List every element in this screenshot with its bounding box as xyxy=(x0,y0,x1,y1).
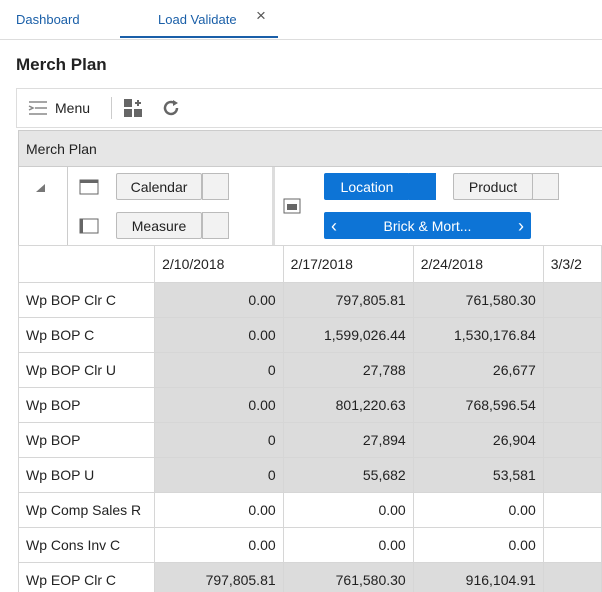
row-label: Wp BOP Clr C xyxy=(17,282,156,318)
cell: 27,894 xyxy=(282,422,414,458)
refresh-icon[interactable] xyxy=(161,98,181,118)
cell: 0.00 xyxy=(154,282,284,318)
tab-divider xyxy=(0,39,602,40)
cell: 761,580.30 xyxy=(412,282,544,318)
cell: 1,599,026.44 xyxy=(282,317,414,353)
page-icon xyxy=(283,198,301,214)
cell: 0 xyxy=(154,352,284,388)
cell xyxy=(542,317,602,353)
row: Wp EOP Clr C 797,805.81 761,580.30 916,104.… xyxy=(17,562,602,592)
data-table: 2/10/2018 2/17/2018 2/24/2018 3/3/2 Wp BOP C… xyxy=(17,245,602,592)
divider xyxy=(67,167,68,245)
collapse-icon[interactable] xyxy=(35,183,47,193)
cell: 916,104.91 xyxy=(412,562,544,592)
cell xyxy=(542,492,602,528)
row: Wp BOP 0.00 801,220.63 768,596.54 xyxy=(17,387,602,423)
cell: 768,596.54 xyxy=(412,387,544,423)
cell: 0.00 xyxy=(282,492,414,528)
cell: 0.00 xyxy=(154,387,284,423)
page-title: Merch Plan xyxy=(16,55,107,74)
cell: 0.00 xyxy=(154,527,284,563)
separator xyxy=(111,97,112,119)
location-button[interactable]: Location xyxy=(324,173,410,200)
column-header: 2/24/2018 xyxy=(412,245,544,283)
toolbar: Menu xyxy=(16,88,602,128)
prev-arrow[interactable]: ‹ xyxy=(331,216,337,236)
row: Wp Comp Sales R 0.00 0.00 0.00 xyxy=(17,492,602,528)
grid-icon[interactable] xyxy=(123,98,143,118)
row-label: Wp BOP xyxy=(17,387,156,423)
cell: 0.00 xyxy=(412,527,544,563)
cell: 53,581 xyxy=(412,457,544,493)
cell: 801,220.63 xyxy=(282,387,414,423)
row-label: Wp Cons Inv C xyxy=(17,527,156,563)
cell: 27,788 xyxy=(282,352,414,388)
cell: 0.00 xyxy=(412,492,544,528)
cell: 26,677 xyxy=(412,352,544,388)
edit-button[interactable] xyxy=(532,173,559,200)
measure-button[interactable]: Measure xyxy=(116,212,202,239)
row-label: Wp BOP xyxy=(17,422,156,458)
row: Wp BOP Clr C 0.00 797,805.81 761,580.30 xyxy=(17,282,602,318)
cell: 55,682 xyxy=(282,457,414,493)
cell: 797,805.81 xyxy=(282,282,414,318)
cell: 26,904 xyxy=(412,422,544,458)
menu-button[interactable]: Menu xyxy=(55,100,91,116)
cell xyxy=(542,422,602,458)
calendar-button[interactable]: Calendar xyxy=(116,173,202,200)
cell: 761,580.30 xyxy=(282,562,414,592)
column-icon xyxy=(79,218,99,234)
menu-icon[interactable] xyxy=(27,100,49,116)
location-filter[interactable]: ‹ Brick & Mort... › xyxy=(324,212,531,239)
column-header: 2/10/2018 xyxy=(154,245,284,283)
cell: 1,530,176.84 xyxy=(412,317,544,353)
edit-button[interactable] xyxy=(202,212,229,239)
cell xyxy=(542,282,602,318)
row-label: Wp BOP C xyxy=(17,317,156,353)
row-label: Wp BOP Clr U xyxy=(17,352,156,388)
divider xyxy=(272,167,275,245)
filter-label: Brick & Mort... xyxy=(383,218,472,234)
cell xyxy=(542,527,602,563)
tab[interactable]: Dashboard xyxy=(16,12,80,27)
edit-button[interactable] xyxy=(202,173,229,200)
cell: 0.00 xyxy=(154,317,284,353)
panel-header: Merch Plan xyxy=(19,131,602,167)
row-label: Wp EOP Clr C xyxy=(17,562,156,592)
pivot-area: Calendar Measure Location Product ‹ Bric… xyxy=(19,167,602,246)
row: Wp BOP Clr U 0 27,788 26,677 xyxy=(17,352,602,388)
cell: 0 xyxy=(154,422,284,458)
row-label: Wp BOP U xyxy=(17,457,156,493)
row-label: Wp Comp Sales R xyxy=(17,492,156,528)
panel-title: Merch Plan xyxy=(26,141,97,157)
product-button[interactable]: Product xyxy=(453,173,533,200)
row: Wp BOP 0 27,894 26,904 xyxy=(17,422,602,458)
edit-button[interactable] xyxy=(409,173,436,200)
cell: 0.00 xyxy=(282,527,414,563)
cell xyxy=(542,457,602,493)
row-icon xyxy=(79,179,99,195)
cell: 0 xyxy=(154,457,284,493)
tab[interactable]: Load Validate xyxy=(120,0,278,38)
next-arrow[interactable]: › xyxy=(518,216,524,236)
row: Wp BOP U 0 55,682 53,581 xyxy=(17,457,602,493)
cell: 797,805.81 xyxy=(154,562,284,592)
header-row: 2/10/2018 2/17/2018 2/24/2018 3/3/2 xyxy=(17,245,602,283)
close-icon[interactable]: × xyxy=(256,6,266,25)
corner-cell xyxy=(17,245,156,283)
column-header: 2/17/2018 xyxy=(282,245,414,283)
cell: 0.00 xyxy=(154,492,284,528)
row: Wp Cons Inv C 0.00 0.00 0.00 xyxy=(17,527,602,563)
column-header: 3/3/2 xyxy=(542,245,602,283)
row: Wp BOP C 0.00 1,599,026.44 1,530,176.84 xyxy=(17,317,602,353)
cell xyxy=(542,387,602,423)
cell xyxy=(542,352,602,388)
cell xyxy=(542,562,602,592)
